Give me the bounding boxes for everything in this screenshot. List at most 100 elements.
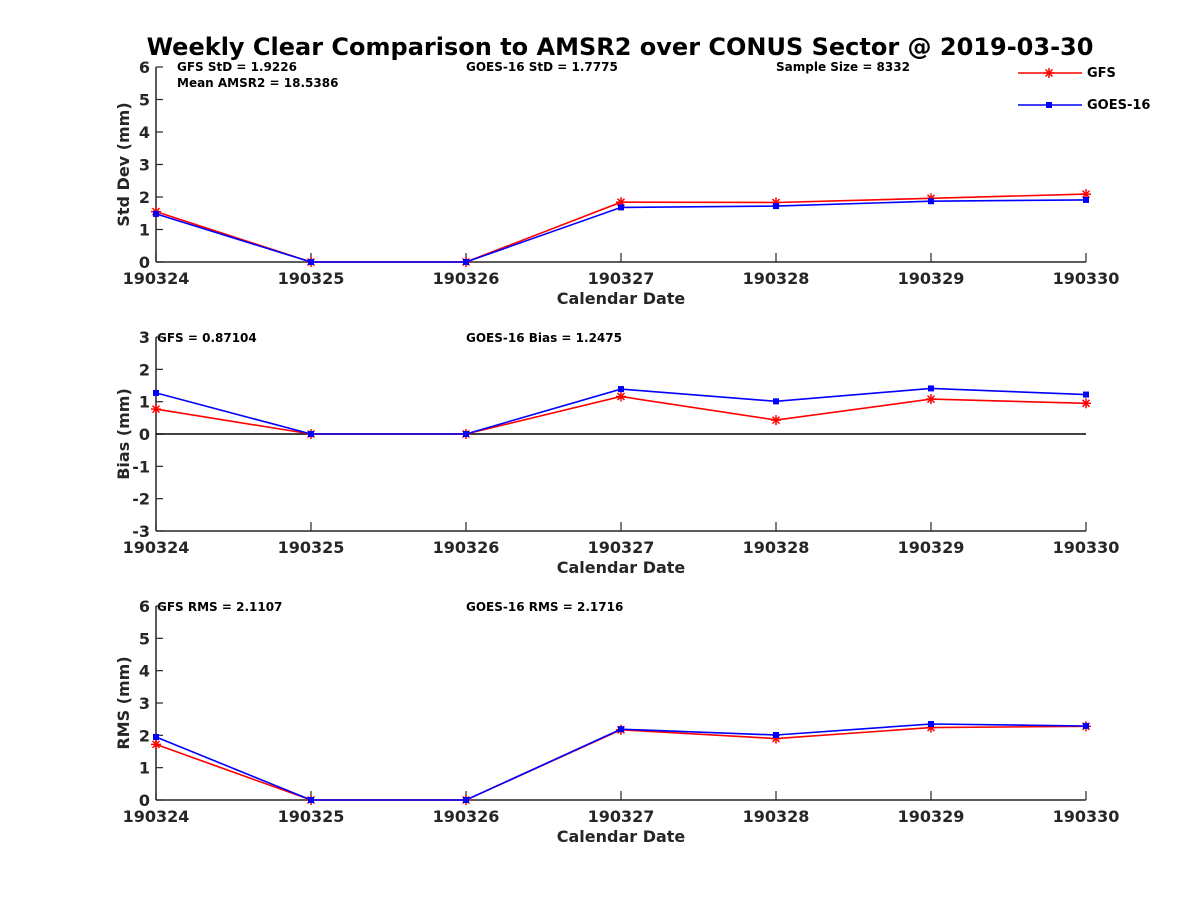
x-tick-label: 190328 xyxy=(743,807,810,826)
x-tick-label: 190324 xyxy=(123,807,190,826)
x-tick-label: 190326 xyxy=(433,269,500,288)
y-tick-label: 2 xyxy=(139,726,150,745)
x-tick-label: 190325 xyxy=(278,807,345,826)
y-axis-label: Std Dev (mm) xyxy=(114,102,133,226)
panel-3-stats: GFS RMS = 2.1107 GOES-16 RMS = 2.1716 xyxy=(157,600,623,614)
y-tick-label: 1 xyxy=(139,759,150,778)
y-tick-label: 2 xyxy=(139,360,150,379)
point-goes16 xyxy=(773,398,779,405)
point-goes16 xyxy=(153,733,159,740)
panel-1-stat-goes16-std: GOES-16 StD = 1.7775 xyxy=(466,60,618,74)
y-tick-label: 0 xyxy=(139,791,150,810)
point-goes16 xyxy=(463,797,469,803)
point-goes16 xyxy=(618,204,624,211)
x-tick-label: 190327 xyxy=(588,807,655,826)
point-gfs xyxy=(616,391,626,402)
series-goes16 xyxy=(153,385,1089,437)
y-tick-label: 5 xyxy=(139,629,150,648)
panel-2-stat-goes16-bias: GOES-16 Bias = 1.2475 xyxy=(466,331,622,345)
point-goes16 xyxy=(1083,196,1089,203)
legend-entry-goes16: GOES-16 xyxy=(1018,98,1150,113)
panel-1-stat-mean-amsr2: Mean AMSR2 = 18.5386 xyxy=(177,76,338,90)
x-tick-label: 190329 xyxy=(898,538,965,557)
y-tick-label: 6 xyxy=(139,597,150,616)
panel-1-stat-gfs-std: GFS StD = 1.9226 xyxy=(177,60,297,74)
y-tick-label: 5 xyxy=(139,91,150,110)
y-tick-label: 4 xyxy=(139,123,150,142)
x-axis-label: Calendar Date xyxy=(557,558,686,577)
chart-title: Weekly Clear Comparison to AMSR2 over CO… xyxy=(147,33,1094,61)
point-goes16 xyxy=(928,385,934,392)
point-goes16 xyxy=(773,203,779,210)
x-tick-label: 190325 xyxy=(278,269,345,288)
x-tick-label: 190326 xyxy=(433,538,500,557)
point-gfs xyxy=(926,394,936,405)
panel-1-stat-sample-size: Sample Size = 8332 xyxy=(776,60,910,74)
y-tick-label: 1 xyxy=(139,221,150,240)
x-tick-label: 190329 xyxy=(898,807,965,826)
series-line-goes16 xyxy=(155,723,1087,801)
x-tick-label: 190330 xyxy=(1053,807,1120,826)
y-axis-label: RMS (mm) xyxy=(114,656,133,749)
y-tick-label: 3 xyxy=(139,694,150,713)
y-axis-label: Bias (mm) xyxy=(114,388,133,480)
point-gfs xyxy=(151,404,161,415)
legend-label-gfs: GFS xyxy=(1087,66,1116,81)
point-goes16 xyxy=(463,259,469,265)
y-tick-label: 0 xyxy=(139,425,150,444)
y-tick-label: 6 xyxy=(139,58,150,77)
point-goes16 xyxy=(153,210,159,217)
point-gfs xyxy=(1081,398,1091,409)
series-line-gfs xyxy=(155,725,1087,801)
panel-2-stats: GFS = 0.87104 GOES-16 Bias = 1.2475 xyxy=(157,331,622,345)
point-goes16 xyxy=(308,259,314,265)
point-gfs xyxy=(151,739,161,750)
x-tick-label: 190329 xyxy=(898,269,965,288)
legend-marker-gfs xyxy=(1044,68,1054,78)
point-goes16 xyxy=(153,389,159,396)
point-goes16 xyxy=(463,431,469,437)
x-tick-label: 190328 xyxy=(743,269,810,288)
panel-2-stat-gfs-bias: GFS = 0.87104 xyxy=(157,331,257,345)
x-tick-label: 190327 xyxy=(588,538,655,557)
point-goes16 xyxy=(928,721,934,728)
panel-1-stats: GFS StD = 1.9226 Mean AMSR2 = 18.5386 GO… xyxy=(177,60,910,90)
x-tick-label: 190327 xyxy=(588,269,655,288)
x-tick-label: 190330 xyxy=(1053,269,1120,288)
x-tick-label: 190330 xyxy=(1053,538,1120,557)
y-tick-label: -2 xyxy=(132,490,150,509)
panel-3-stat-goes16-rms: GOES-16 RMS = 2.1716 xyxy=(466,600,623,614)
point-goes16 xyxy=(1083,722,1089,729)
panel-2: -3 -2 -1 0 1 2 3 190324 190325 190326 190327 190328… xyxy=(114,328,1119,577)
series-goes16 xyxy=(153,721,1089,803)
x-tick-label: 190324 xyxy=(123,269,190,288)
point-goes16 xyxy=(308,431,314,437)
legend-label-goes16: GOES-16 xyxy=(1087,98,1150,113)
point-goes16 xyxy=(308,797,314,803)
x-axis-label: Calendar Date xyxy=(557,827,686,846)
y-tick-label: 3 xyxy=(139,156,150,175)
y-tick-label: 4 xyxy=(139,662,150,681)
x-tick-label: 190328 xyxy=(743,538,810,557)
x-axis-label: Calendar Date xyxy=(557,289,686,308)
point-goes16 xyxy=(618,386,624,393)
series-line-gfs xyxy=(155,395,1087,435)
series-goes16 xyxy=(153,196,1089,265)
legend-entry-gfs: GFS xyxy=(1018,66,1116,81)
y-tick-label: 1 xyxy=(139,393,150,412)
legend-marker-goes16 xyxy=(1046,102,1052,108)
point-gfs xyxy=(771,415,781,426)
y-tick-label: -1 xyxy=(132,457,150,476)
panel-3: 0 1 2 3 4 5 6 190324 190325 190326 190327 190328 190… xyxy=(114,597,1119,846)
point-goes16 xyxy=(1083,391,1089,398)
point-goes16 xyxy=(928,198,934,205)
x-tick-label: 190324 xyxy=(123,538,190,557)
point-goes16 xyxy=(618,726,624,733)
x-tick-label: 190325 xyxy=(278,538,345,557)
panel-3-stat-gfs-rms: GFS RMS = 2.1107 xyxy=(157,600,282,614)
panel-1: 0 1 2 3 4 5 6 190324 190325 190326 190327 190328 190… xyxy=(114,58,1119,308)
y-tick-label: -3 xyxy=(132,522,150,541)
y-tick-label: 2 xyxy=(139,188,150,207)
y-tick-label: 0 xyxy=(139,253,150,272)
